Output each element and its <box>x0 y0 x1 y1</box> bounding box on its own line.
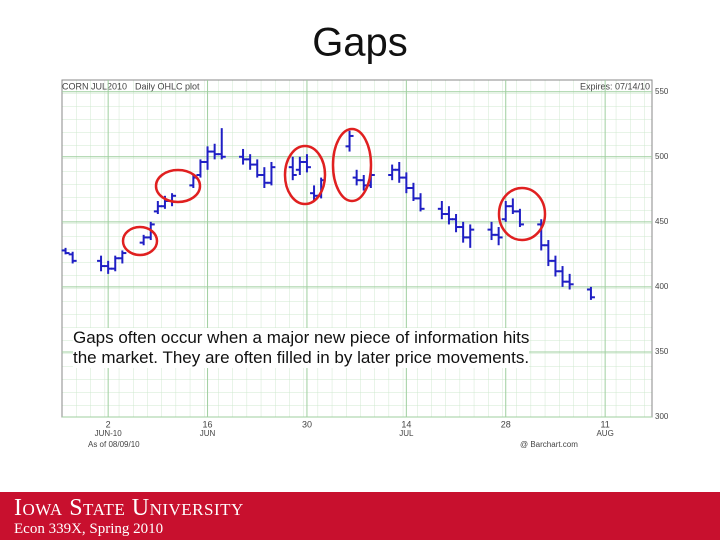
gap-circle <box>331 127 373 203</box>
course: Econ 339X, Spring 2010 <box>14 521 164 537</box>
y-tick-label: 400 <box>655 282 669 291</box>
gap-circle <box>154 168 202 204</box>
x-tick-month: JUN-10 <box>95 429 123 438</box>
x-tick-label: 11 <box>600 419 609 429</box>
x-tick-label: 14 <box>401 419 411 429</box>
gap-circle <box>121 225 159 257</box>
chart-subtitle: Daily OHLC plot <box>135 81 200 91</box>
slide-title: Gaps <box>312 21 408 65</box>
expires: Expires: 07/14/10 <box>580 81 650 91</box>
as-of: As of 08/09/10 <box>88 440 140 449</box>
x-tick-label: 30 <box>302 419 312 429</box>
annotation-line: Gaps often occur when a major new piece … <box>73 328 530 347</box>
gap-circle <box>497 186 547 242</box>
x-tick-month: JUN <box>200 429 216 438</box>
source: @ Barchart.com <box>520 440 578 449</box>
logo: Iowa State University <box>14 495 244 521</box>
y-tick-label: 450 <box>655 217 669 226</box>
y-tick-label: 550 <box>655 87 669 96</box>
chart: Gaps CORN JUL2010 Daily OHLC plot Expire… <box>61 21 669 449</box>
gap-circles <box>121 127 547 257</box>
x-tick-month: JUL <box>399 429 414 438</box>
y-tick-label: 300 <box>655 412 669 421</box>
footer: Iowa State University Econ 339X, Spring … <box>0 492 720 540</box>
chart-title: CORN JUL2010 <box>62 81 127 91</box>
x-tick-label: 16 <box>203 419 213 429</box>
gap-circle <box>283 144 327 206</box>
y-tick-label: 500 <box>655 152 669 161</box>
annotation: Gaps often occur when a major new piece … <box>73 328 530 368</box>
y-tick-label: 350 <box>655 347 669 356</box>
x-tick-label: 2 <box>106 419 111 429</box>
annotation-line: the market. They are often filled in by … <box>73 348 530 367</box>
x-tick-label: 28 <box>501 419 511 429</box>
x-tick-month: AUG <box>596 429 613 438</box>
